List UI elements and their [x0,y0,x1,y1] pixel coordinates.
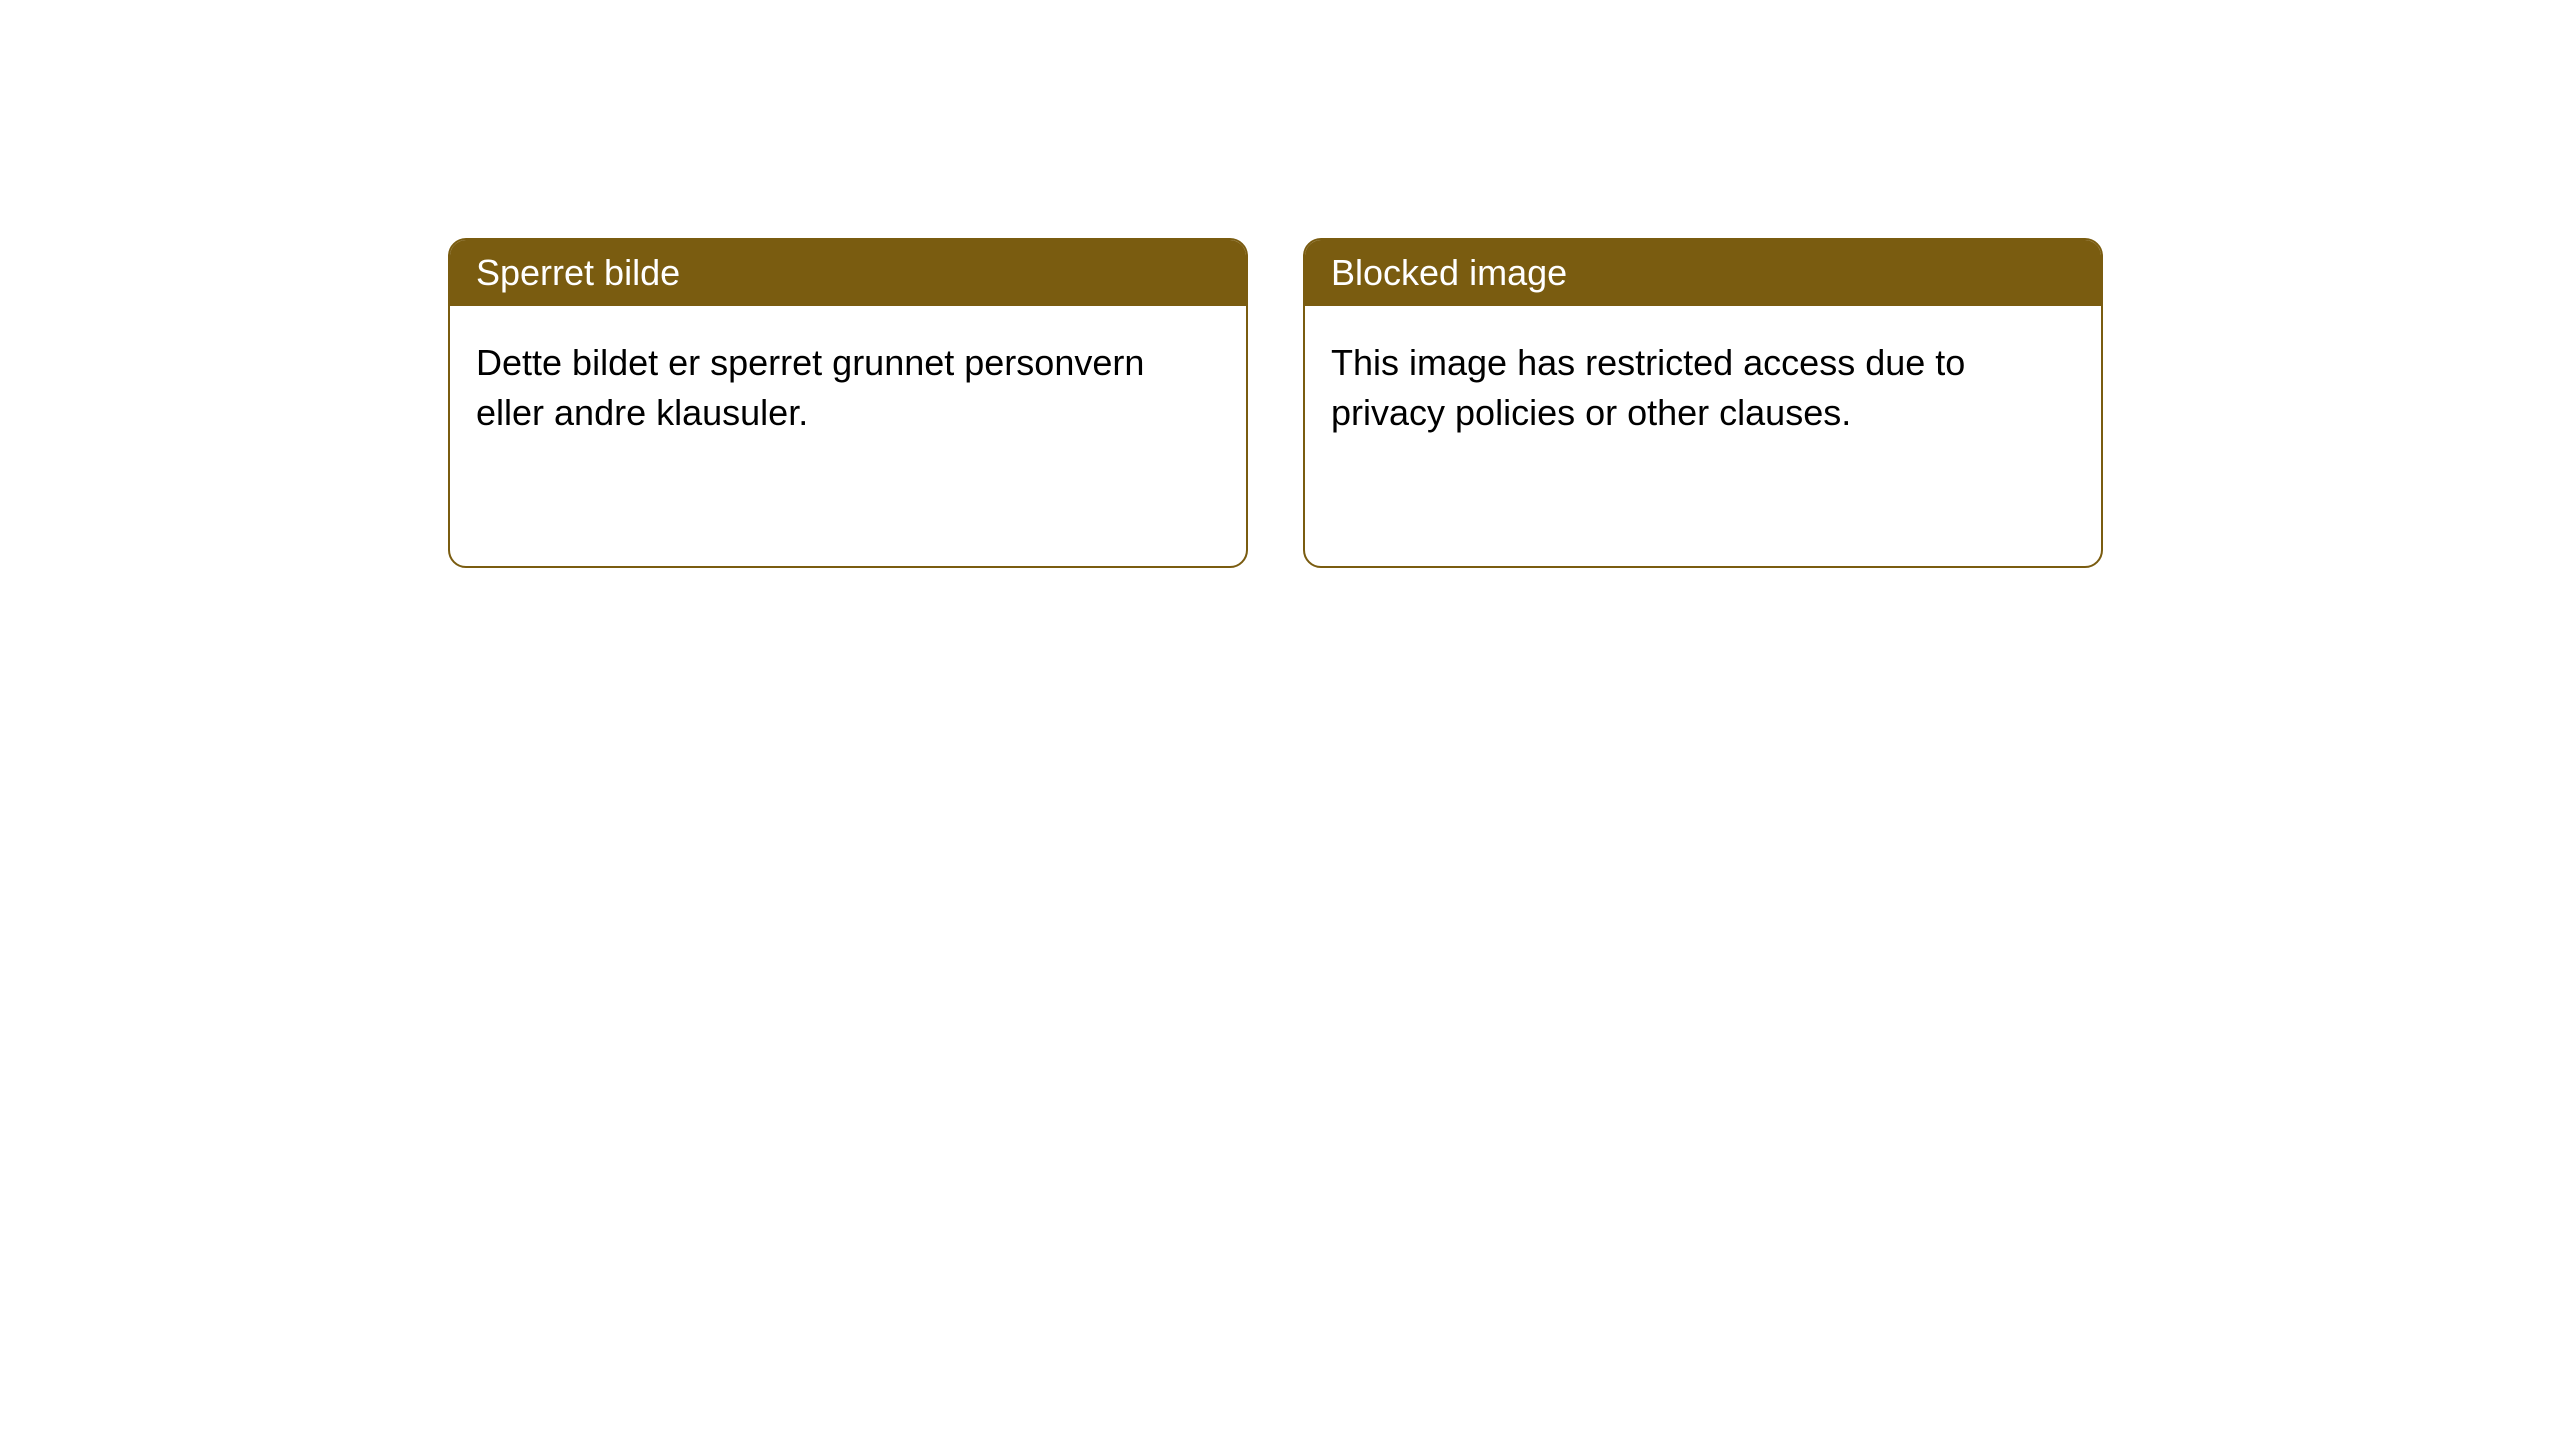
card-header-norwegian: Sperret bilde [450,240,1246,306]
card-body-norwegian: Dette bildet er sperret grunnet personve… [450,306,1246,566]
card-header-english: Blocked image [1305,240,2101,306]
notice-card-english: Blocked image This image has restricted … [1303,238,2103,568]
card-message-norwegian: Dette bildet er sperret grunnet personve… [476,342,1144,433]
card-title-english: Blocked image [1331,252,1567,293]
card-body-english: This image has restricted access due to … [1305,306,2101,566]
card-title-norwegian: Sperret bilde [476,252,680,293]
card-message-english: This image has restricted access due to … [1331,342,1965,433]
notice-card-norwegian: Sperret bilde Dette bildet er sperret gr… [448,238,1248,568]
notice-cards-container: Sperret bilde Dette bildet er sperret gr… [448,238,2103,568]
